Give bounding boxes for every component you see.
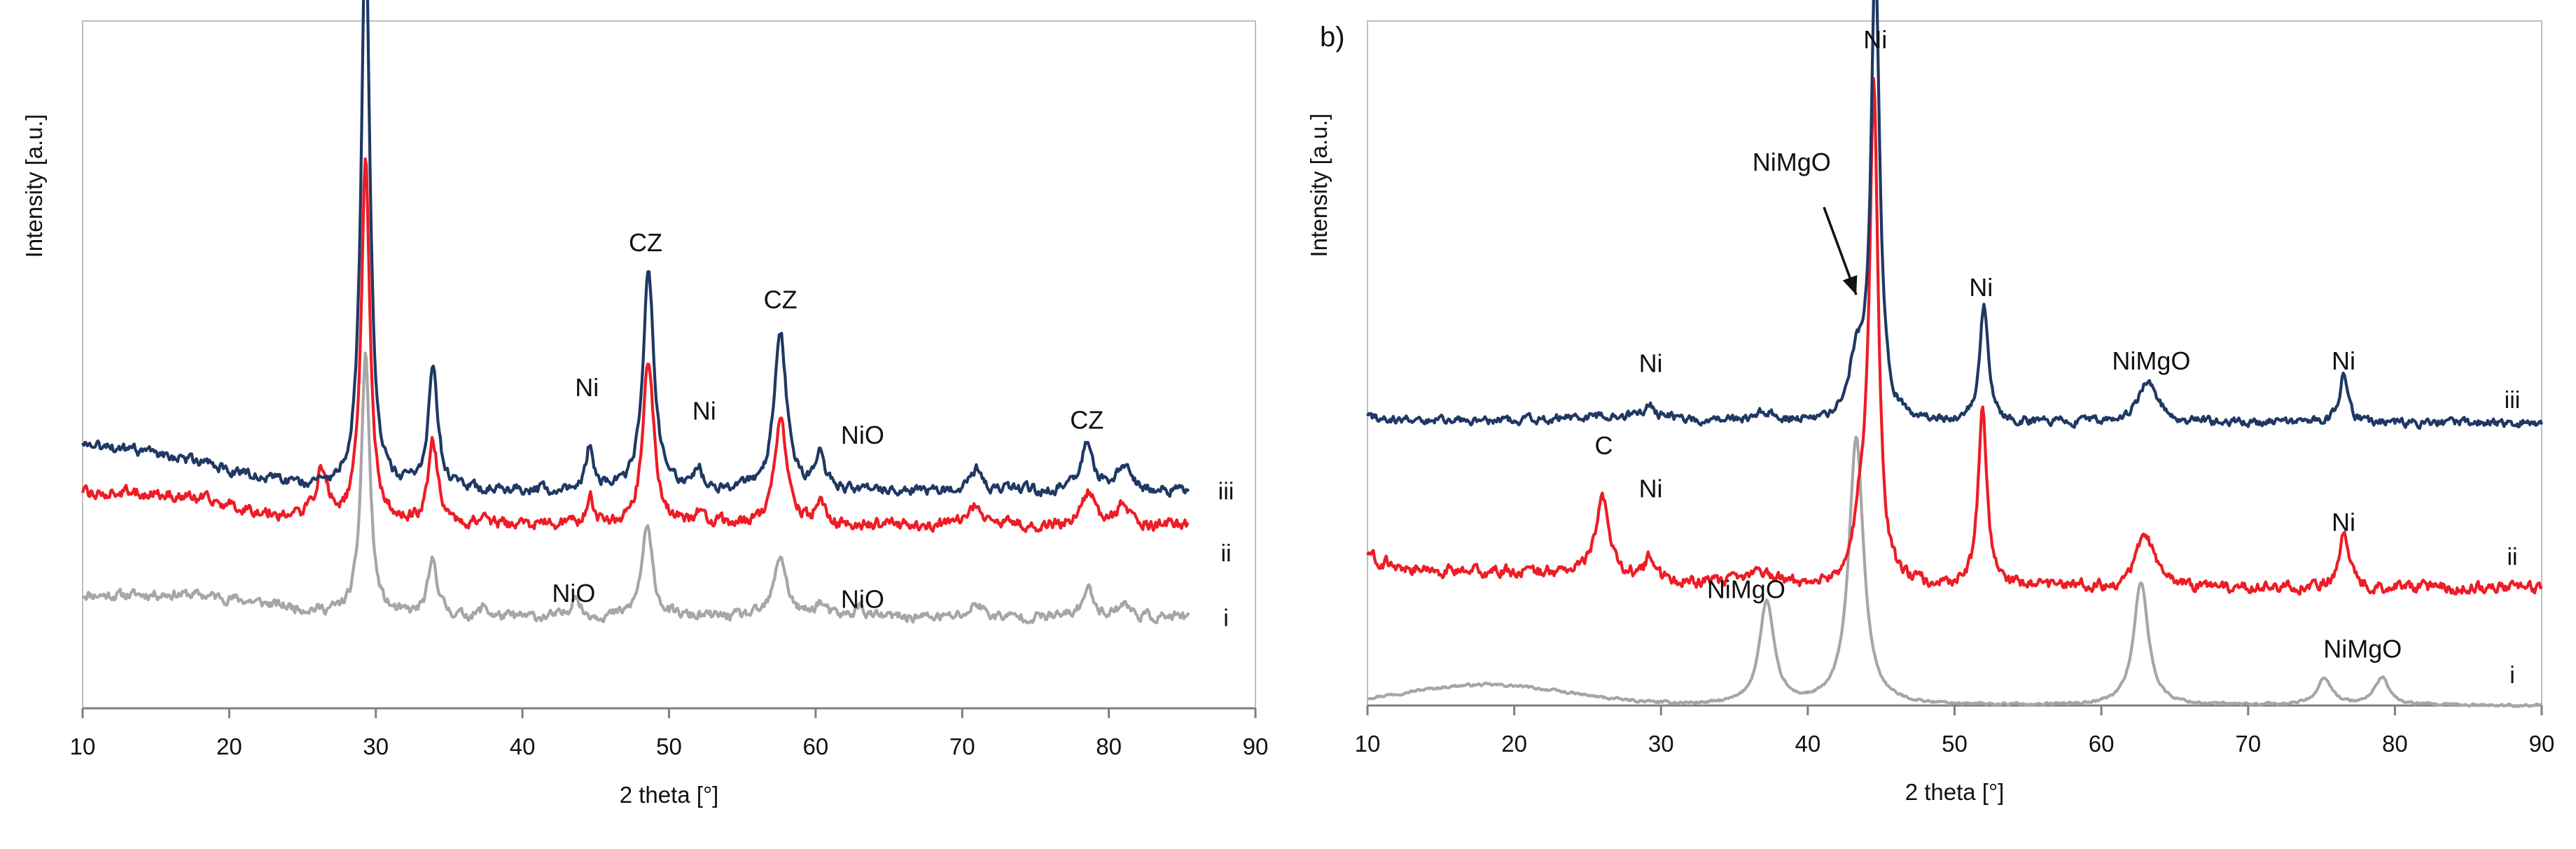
x-tick-label: 70 [949,734,975,759]
x-tick-label: 30 [1648,731,1674,757]
x-tick-label: 10 [1355,731,1381,757]
series-line-iii [1366,0,2543,430]
x-tick-label: 40 [510,734,536,759]
series-line-ii [1366,76,2543,596]
series-end-label-iii: iii [1218,479,1234,505]
series-line-ii [81,157,1190,533]
series-line-iii [81,0,1190,498]
peak-annotation-nimgo: NiMgO [1707,575,1785,603]
series-line-i [1367,435,2542,708]
peak-annotation-cz: CZ [1070,405,1103,434]
peak-annotation-ni: Ni [1969,273,1993,302]
y-axis-label: Intensity [a.u.] [21,114,47,258]
peak-annotation-ni: Ni [2332,346,2355,375]
x-tick-label: 50 [656,734,682,759]
peak-annotation-ni: Ni [1639,475,1663,503]
x-tick-label: 50 [1942,731,1968,757]
x-tick-label: 90 [1243,734,1269,759]
annotation-arrow-head [1842,275,1858,295]
panel-label: b) [1320,22,1345,52]
y-axis-label: Intensity [a.u.] [1306,113,1332,257]
series-end-label-ii: ii [1220,540,1231,567]
x-tick-label: 10 [70,734,96,759]
x-tick-label: 60 [2089,731,2115,757]
x-axis-label: 2 theta [°] [1905,779,2005,805]
peak-annotation-ni: Ni [692,397,716,426]
peak-annotation-ni: Ni [575,373,599,402]
peak-annotation-ni: Ni [2332,508,2355,537]
series-line-i [81,351,1190,624]
peak-annotation-nio: NiO [841,421,884,449]
x-tick-label: 60 [803,734,829,759]
series-end-label-i: i [1223,605,1229,631]
x-tick-label: 40 [1795,731,1821,757]
plot-area-frame [1367,20,2542,706]
peak-annotation-nimgo: NiMgO [2323,635,2402,664]
peak-annotation-nimgo: NiMgO [2112,346,2190,375]
peak-annotation-ni: Ni [1863,25,1887,54]
chart-panel-b: 10 20 30 40 50 60 70 80 90 2 theta [°] Intensity [… [1306,0,2554,805]
peak-annotation-nimgo: NiMgO [1753,148,1831,176]
peak-annotation-cz: CZ [764,285,798,314]
series-end-label-i: i [2509,662,2515,689]
peak-annotation-c: C [1594,431,1613,460]
series-end-label-iii: iii [2505,387,2521,414]
x-axis-label: 2 theta [°] [620,782,719,808]
series-end-label-ii: ii [2507,544,2517,570]
x-tick-label: 80 [1096,734,1122,759]
x-tick-label: 80 [2382,731,2408,757]
x-tick-label: 20 [216,734,242,759]
peak-annotation-nio: NiO [841,585,884,614]
x-tick-label: 70 [2235,731,2261,757]
peak-annotation-cz: CZ [629,228,662,257]
chart-panel-a: 10 20 30 40 50 60 70 80 90 2 theta [°] Intensity [… [21,0,1268,808]
peak-annotation-nio: NiO [552,579,595,608]
x-tick-label: 20 [1501,731,1527,757]
x-tick-label: 90 [2529,731,2555,757]
peak-annotation-ni: Ni [1639,349,1663,378]
x-tick-label: 30 [363,734,389,759]
